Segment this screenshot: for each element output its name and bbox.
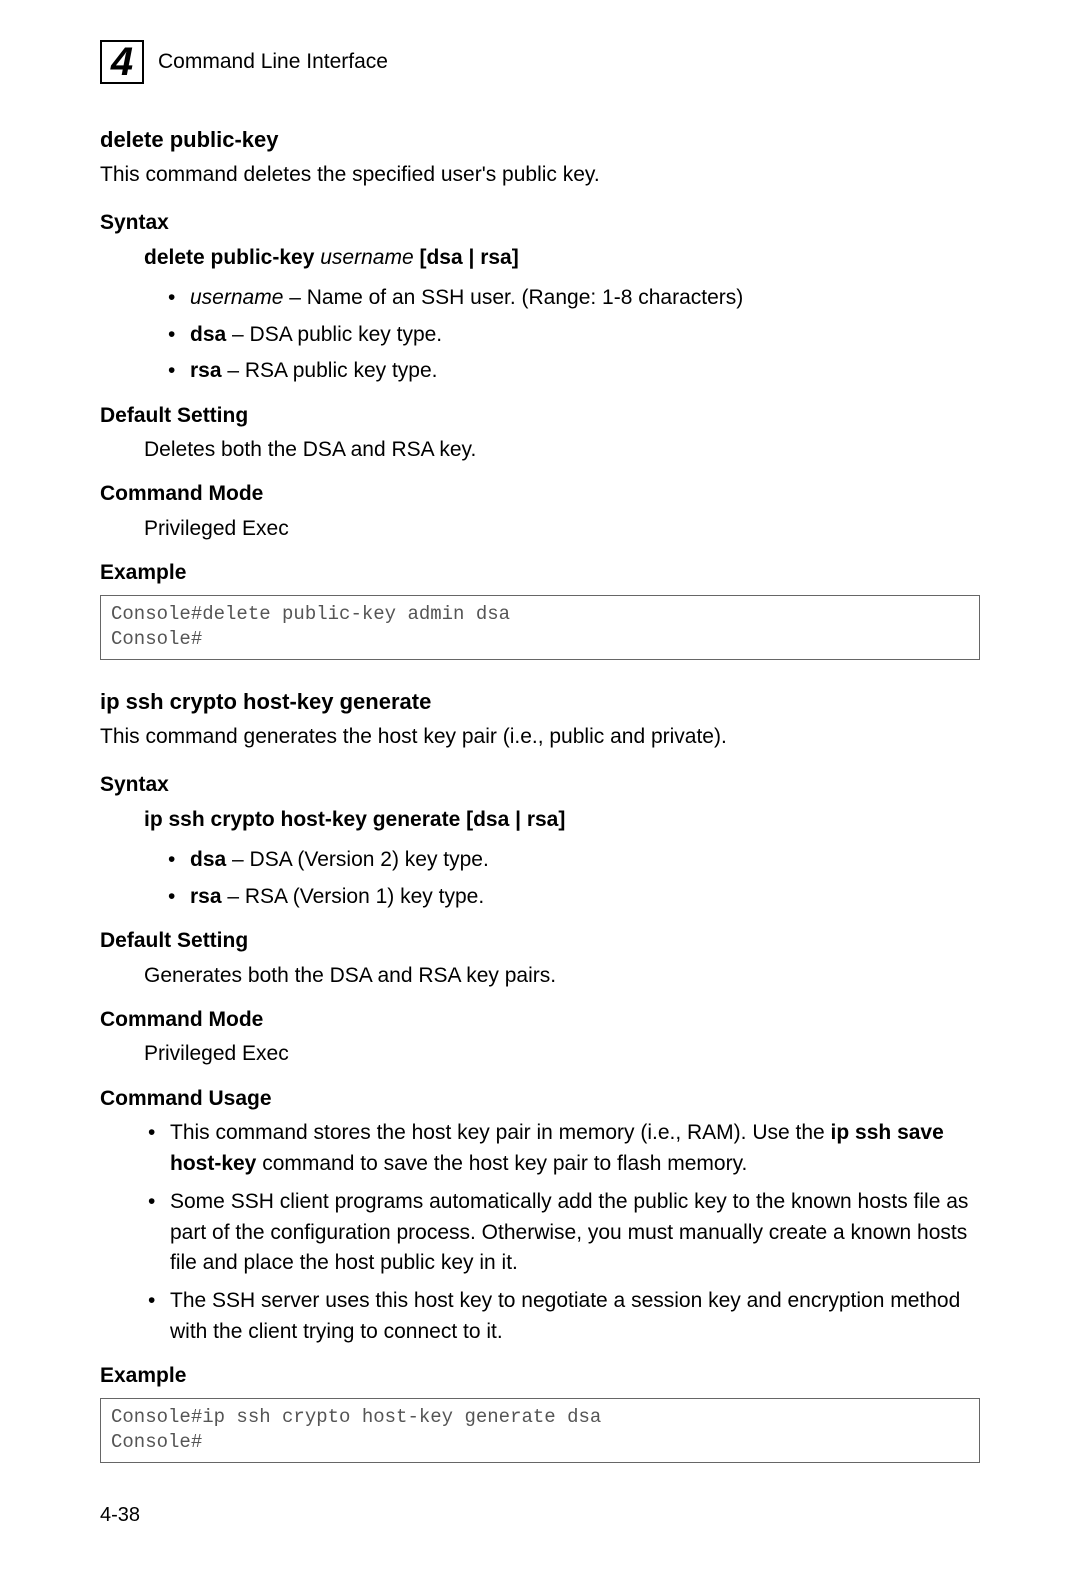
usage-pre: This command stores the host key pair in… — [170, 1121, 831, 1144]
default-text: Deletes both the DSA and RSA key. — [144, 435, 980, 465]
default-text: Generates both the DSA and RSA key pairs… — [144, 961, 980, 991]
param-text: – DSA public key type. — [226, 323, 442, 346]
command-title: delete public-key — [100, 124, 980, 156]
param-item: rsa – RSA public key type. — [168, 356, 980, 386]
usage-pre: Some SSH client programs automatically a… — [170, 1190, 968, 1274]
usage-label: Command Usage — [100, 1084, 980, 1114]
command-description: This command deletes the specified user'… — [100, 160, 980, 190]
syntax-keyword: delete public-key — [144, 246, 314, 269]
command-description: This command generates the host key pair… — [100, 722, 980, 752]
default-label: Default Setting — [100, 401, 980, 431]
header-title: Command Line Interface — [158, 47, 388, 77]
param-text: – DSA (Version 2) key type. — [226, 848, 489, 871]
mode-text: Privileged Exec — [144, 514, 980, 544]
param-name: rsa — [190, 885, 222, 908]
param-list: dsa – DSA (Version 2) key type. rsa – RS… — [168, 845, 980, 912]
param-name: dsa — [190, 323, 226, 346]
param-item: dsa – DSA public key type. — [168, 320, 980, 350]
usage-list: This command stores the host key pair in… — [144, 1118, 980, 1347]
syntax-line: delete public-key username [dsa | rsa] — [144, 243, 980, 273]
usage-pre: The SSH server uses this host key to neg… — [170, 1289, 960, 1342]
syntax-options: [dsa | rsa] — [419, 246, 518, 269]
chapter-icon: 4 — [100, 40, 144, 84]
command-title: ip ssh crypto host-key generate — [100, 686, 980, 718]
page-header: 4 Command Line Interface — [100, 40, 980, 84]
example-box: Console#delete public-key admin dsa Cons… — [100, 595, 980, 660]
syntax-arg: username — [320, 246, 413, 269]
param-name: username — [190, 286, 283, 309]
param-text: – RSA (Version 1) key type. — [222, 885, 485, 908]
example-label: Example — [100, 558, 980, 588]
example-box: Console#ip ssh crypto host-key generate … — [100, 1398, 980, 1463]
param-item: dsa – DSA (Version 2) key type. — [168, 845, 980, 875]
param-text: – Name of an SSH user. (Range: 1-8 chara… — [283, 286, 743, 309]
syntax-line: ip ssh crypto host-key generate [dsa | r… — [144, 805, 980, 835]
usage-item: This command stores the host key pair in… — [144, 1118, 980, 1179]
usage-item: The SSH server uses this host key to neg… — [144, 1286, 980, 1347]
mode-text: Privileged Exec — [144, 1039, 980, 1069]
syntax-options: [dsa | rsa] — [466, 808, 565, 831]
param-item: username – Name of an SSH user. (Range: … — [168, 283, 980, 313]
usage-post: command to save the host key pair to fla… — [256, 1152, 747, 1175]
param-list: username – Name of an SSH user. (Range: … — [168, 283, 980, 386]
param-name: rsa — [190, 359, 222, 382]
usage-item: Some SSH client programs automatically a… — [144, 1187, 980, 1278]
chapter-number: 4 — [111, 42, 133, 82]
param-item: rsa – RSA (Version 1) key type. — [168, 882, 980, 912]
mode-label: Command Mode — [100, 479, 980, 509]
param-text: – RSA public key type. — [222, 359, 438, 382]
param-name: dsa — [190, 848, 226, 871]
default-label: Default Setting — [100, 926, 980, 956]
syntax-label: Syntax — [100, 770, 980, 800]
mode-label: Command Mode — [100, 1005, 980, 1035]
syntax-keyword: ip ssh crypto host-key generate — [144, 808, 460, 831]
page-number: 4-38 — [100, 1501, 140, 1530]
syntax-label: Syntax — [100, 208, 980, 238]
example-label: Example — [100, 1361, 980, 1391]
